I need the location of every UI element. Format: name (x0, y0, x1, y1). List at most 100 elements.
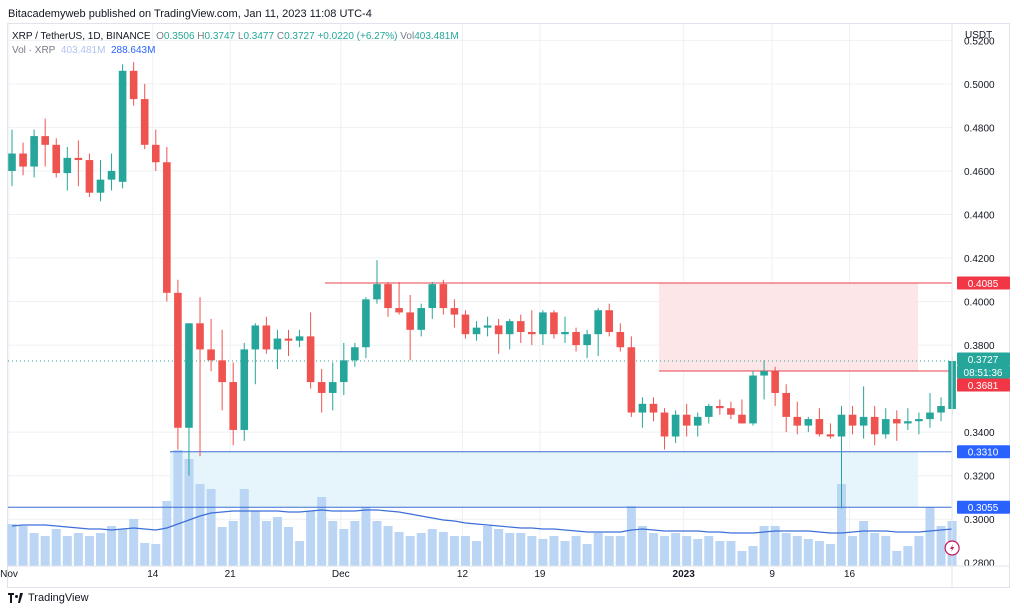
candle-body (539, 312, 547, 335)
volume-bar (538, 539, 548, 566)
candle-body (837, 414, 846, 437)
candle-body (693, 416, 702, 426)
price-tag-label: 0.4085 (968, 279, 999, 290)
price-tick-label: 0.3200 (964, 472, 995, 483)
candle-body (196, 323, 204, 350)
candle-body (848, 414, 857, 426)
volume-bar (51, 529, 61, 566)
candle-body (516, 321, 525, 333)
price-tick-label: 0.4800 (964, 123, 995, 134)
candle-body (671, 414, 680, 437)
legend-vol: 403.481M (414, 31, 459, 42)
volume-bar (903, 546, 913, 566)
price-tick-label: 0.4200 (964, 254, 995, 265)
volume-bar (427, 529, 437, 566)
volume-bar (162, 501, 172, 566)
candle-body (406, 312, 414, 330)
volume-bar (84, 536, 94, 566)
candle-body (439, 284, 448, 309)
candle-body (859, 416, 868, 426)
volume-bar (460, 536, 470, 566)
volume-bar (472, 541, 482, 566)
candle-body (915, 419, 923, 422)
volume-bar (350, 521, 360, 566)
price-tags: 0.4085 0.3727 08:51:36 0.3681 0.3310 0.3055 (944, 276, 1010, 556)
candle-body (738, 414, 746, 424)
candle-body (41, 136, 49, 145)
volume-bar (604, 536, 614, 566)
volume-bar (781, 533, 791, 566)
volume-bar (682, 536, 692, 566)
time-tick-label: 2023 (673, 569, 696, 580)
candle-body (362, 299, 370, 348)
price-tag-bg (957, 378, 1010, 392)
volume-bar (328, 521, 338, 566)
volume-bar (593, 533, 603, 566)
legend-ohlc-row: XRP / TetherUS, 1D, BINANCE O0.3506 H0.3… (12, 30, 459, 44)
price-tag-bg (957, 445, 1010, 459)
volume-bar (272, 517, 282, 566)
candle-body (450, 308, 459, 315)
tradingview-logo-icon (8, 593, 24, 603)
candle-body (340, 360, 348, 383)
candle-body (129, 70, 138, 100)
legend-open-label: O (156, 31, 164, 42)
time-tick-label: 9 (769, 569, 775, 580)
volume-bar (704, 536, 714, 566)
candle-body (85, 160, 94, 193)
candle-body (295, 336, 304, 341)
chart-frame[interactable] (7, 23, 1010, 588)
volume-bar (660, 536, 670, 566)
volume-bar (637, 526, 647, 566)
volume-bar (438, 532, 448, 566)
volume-ma (11, 509, 953, 534)
candle-body (30, 136, 38, 167)
candle-body (207, 349, 215, 361)
candle-body (583, 334, 591, 346)
volume-bar (571, 536, 581, 566)
price-tag-label: 0.3310 (968, 448, 999, 459)
candle-body (472, 327, 481, 335)
candle-body (428, 284, 437, 309)
volume-bar (770, 526, 780, 566)
volume-bar (18, 526, 28, 566)
candle-body (328, 382, 337, 393)
candle-body (528, 332, 536, 335)
candle-body (251, 325, 260, 350)
price-tag-label: 0.3681 (968, 381, 999, 392)
volume-bar (892, 551, 902, 566)
footer-brand: TradingView (28, 592, 89, 604)
axis-currency: USDT (965, 30, 992, 41)
price-tag-label: 08:51:36 (964, 368, 1003, 379)
volume-bar (870, 533, 880, 566)
candle-body (660, 412, 669, 437)
support-zone (170, 451, 918, 508)
price-tick-label: 0.3400 (964, 428, 995, 439)
time-tick-label: 14 (147, 569, 159, 580)
volume-bar (217, 527, 227, 566)
legend-vol-label: Vol (400, 31, 415, 42)
volume-bar (449, 536, 459, 566)
volume-bar (295, 541, 305, 566)
candle-body (749, 375, 757, 424)
candle-body (594, 310, 602, 335)
volume-bar (361, 507, 371, 566)
candle-body (870, 416, 879, 435)
volume-bar (693, 539, 703, 566)
legend-volume-title: Vol · XRP (12, 45, 56, 56)
volume-bar (516, 533, 526, 566)
candle-body (926, 412, 934, 420)
time-tick-label: 21 (225, 569, 237, 580)
candle-body (572, 332, 580, 346)
legend: XRP / TetherUS, 1D, BINANCE O0.3506 H0.3… (12, 30, 459, 58)
volume-bar (726, 541, 736, 566)
candle-body (74, 157, 83, 161)
candle-body (782, 392, 790, 417)
volume-bar (914, 536, 924, 566)
price-tag-bg (957, 365, 1010, 379)
volume-bar (206, 489, 216, 566)
volume-bar (73, 533, 83, 566)
footer: TradingView (8, 592, 89, 604)
candle-body (229, 382, 237, 430)
